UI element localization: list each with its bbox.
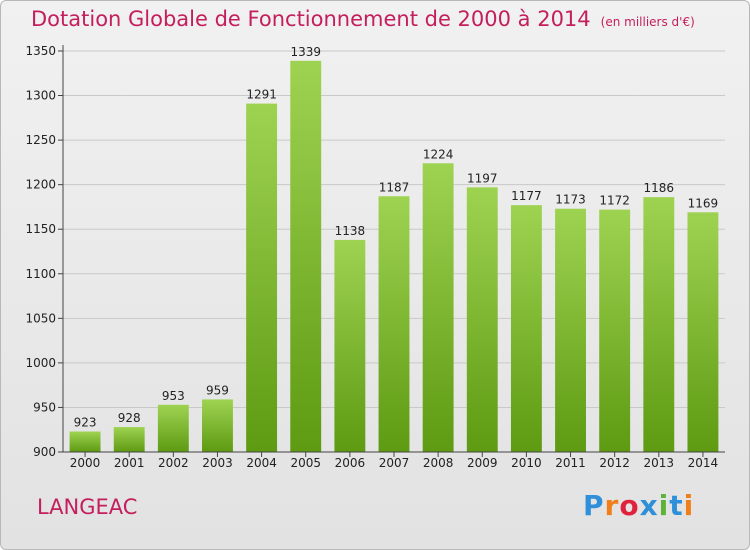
- x-tick-label: 2011: [555, 456, 586, 470]
- y-tick-label: 950: [33, 400, 56, 414]
- bar-value-label: 1186: [644, 181, 675, 195]
- x-tick-label: 2004: [246, 456, 277, 470]
- x-tick-label: 2001: [114, 456, 145, 470]
- bar: [643, 197, 675, 452]
- bar-value-label: 1291: [246, 88, 277, 102]
- y-tick-label: 1200: [25, 178, 56, 192]
- proxiti-logo[interactable]: Proxiti: [583, 489, 694, 522]
- bar-value-label: 1339: [290, 45, 321, 59]
- chart-title: Dotation Globale de Fonctionnement de 20…: [31, 7, 695, 31]
- x-tick-label: 2005: [290, 456, 321, 470]
- y-tick-label: 1300: [25, 89, 56, 103]
- bar: [422, 163, 454, 452]
- bar-value-label: 1197: [467, 171, 498, 185]
- title-unit: (en milliers d'€): [600, 15, 695, 29]
- axes: 900 950 1000 1050 1100 1150 1200 1250 1300 1350 20…: [25, 44, 725, 470]
- bar-value-label: 1169: [688, 196, 719, 210]
- bar: [555, 208, 586, 452]
- bar: [202, 399, 233, 452]
- bar: [687, 212, 719, 452]
- bar: [157, 404, 189, 452]
- title-text: Dotation Globale de Fonctionnement de 20…: [31, 7, 591, 31]
- bar-value-label: 1187: [379, 180, 410, 194]
- y-tick-label: 900: [33, 445, 56, 459]
- x-tick-label: 2002: [158, 456, 189, 470]
- y-tick-label: 1000: [25, 356, 56, 370]
- bar-value-label: 928: [118, 411, 141, 425]
- x-tick-label: 2010: [511, 456, 542, 470]
- bar-value-label: 953: [162, 389, 185, 403]
- x-tick-label: 2009: [467, 456, 498, 470]
- y-tick-label: 1150: [25, 222, 56, 236]
- bar-value-label: 959: [206, 383, 229, 397]
- logo-letter: x: [639, 489, 659, 522]
- logo-letter: r: [604, 489, 620, 522]
- bar: [69, 431, 101, 452]
- y-tick-label: 1050: [25, 311, 56, 325]
- bar: [510, 205, 542, 452]
- bar-value-label: 1224: [423, 147, 454, 161]
- x-tick-label: 2006: [335, 456, 366, 470]
- x-tick-label: 2003: [202, 456, 233, 470]
- logo-letter: P: [583, 489, 605, 522]
- x-tick-label: 2012: [599, 456, 630, 470]
- bars: 923 928 953 959 1291 1339 1138 1187 1224 1197 1177…: [69, 45, 719, 453]
- x-tick-label: 2014: [688, 456, 719, 470]
- x-tick-label: 2007: [379, 456, 410, 470]
- commune-name: LANGEAC: [37, 495, 138, 519]
- bar-value-label: 1138: [335, 224, 366, 238]
- bar-value-label: 1177: [511, 189, 542, 203]
- bar: [599, 209, 631, 452]
- logo-letter: i: [683, 489, 695, 522]
- bar: [466, 187, 498, 452]
- bar-value-label: 923: [74, 416, 97, 430]
- bar: [378, 196, 410, 452]
- bar: [113, 427, 145, 452]
- y-tick-label: 1100: [25, 267, 56, 281]
- bar-value-label: 1173: [555, 193, 586, 207]
- logo-letter: o: [619, 489, 640, 522]
- logo-letter: i: [658, 489, 670, 522]
- x-tick-label: 2000: [70, 456, 101, 470]
- x-tick-label: 2013: [644, 456, 675, 470]
- logo-letter: t: [669, 489, 684, 522]
- bar: [334, 239, 366, 452]
- bar-value-label: 1172: [599, 194, 630, 208]
- y-tick-label: 1350: [25, 44, 56, 58]
- y-tick-label: 1250: [25, 133, 56, 147]
- bar: [246, 103, 278, 452]
- bar: [290, 60, 322, 453]
- x-tick-label: 2008: [423, 456, 454, 470]
